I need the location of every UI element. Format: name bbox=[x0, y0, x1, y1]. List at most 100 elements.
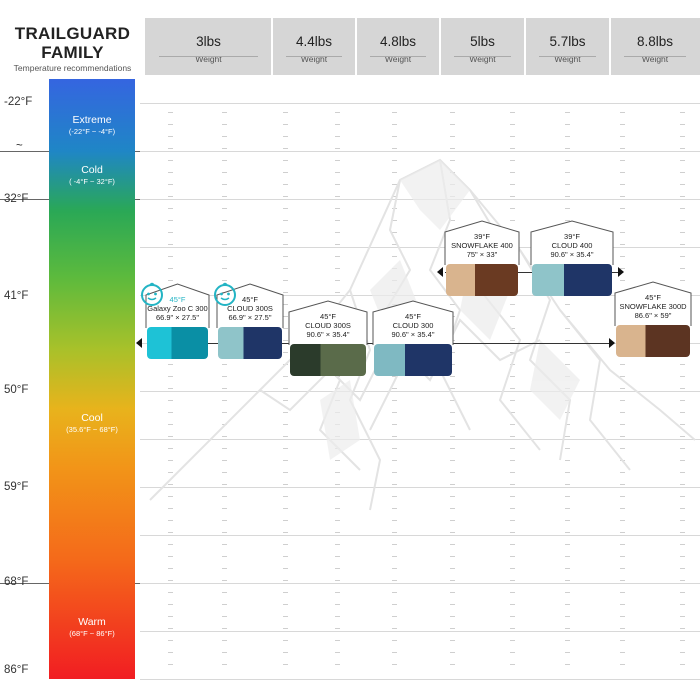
grid-dash bbox=[335, 520, 340, 521]
grid-dash bbox=[680, 112, 685, 113]
grid-dash bbox=[680, 124, 685, 125]
grid-dash bbox=[168, 268, 173, 269]
grid-dash bbox=[168, 616, 173, 617]
grid-dash bbox=[392, 244, 397, 245]
grid-dash bbox=[680, 244, 685, 245]
grid-dash bbox=[335, 616, 340, 617]
product-card[interactable]: 45°F Galaxy Zoo C 300 66.9" × 27.5" bbox=[141, 282, 210, 363]
grid-dash bbox=[392, 376, 397, 377]
product-card[interactable]: 45°F SNOWFLAKE 300D 86.6" × 59" bbox=[614, 281, 692, 361]
product-card[interactable]: 39°F CLOUD 400 90.6" × 35.4" bbox=[530, 220, 614, 300]
grid-dash bbox=[510, 160, 515, 161]
grid-dash bbox=[565, 472, 570, 473]
grid-dash bbox=[222, 244, 227, 245]
grid-dash bbox=[620, 244, 625, 245]
weight-value: 5.7lbs bbox=[549, 34, 586, 49]
product-tag-shape bbox=[216, 283, 284, 328]
grid-dash bbox=[222, 520, 227, 521]
brand-block: TRAILGUARD FAMILY Temperature recommenda… bbox=[0, 0, 145, 75]
grid-dash bbox=[510, 508, 515, 509]
weight-value: 4.4lbs bbox=[295, 34, 333, 49]
grid-dash bbox=[450, 112, 455, 113]
grid-dash bbox=[565, 664, 570, 665]
grid-dash bbox=[565, 220, 570, 221]
product-temp: 39°F bbox=[564, 232, 580, 241]
grid-dash bbox=[222, 124, 227, 125]
grid-dash bbox=[335, 532, 340, 533]
grid-dash bbox=[222, 664, 227, 665]
grid-dash bbox=[222, 220, 227, 221]
grid-dash bbox=[335, 280, 340, 281]
grid-dash bbox=[450, 448, 455, 449]
grid-dash bbox=[335, 568, 340, 569]
kids-face-icon bbox=[212, 282, 238, 306]
weight-label: Weight bbox=[469, 54, 496, 64]
grid-dash bbox=[283, 160, 288, 161]
grid-dash bbox=[222, 376, 227, 377]
grid-dash bbox=[680, 256, 685, 257]
weight-label: Weight bbox=[195, 54, 222, 64]
brand-title-line1: TRAILGUARD bbox=[14, 24, 131, 43]
grid-dash bbox=[168, 580, 173, 581]
grid-dash bbox=[222, 232, 227, 233]
grid-dash bbox=[222, 484, 227, 485]
grid-dash bbox=[680, 616, 685, 617]
grid-dash bbox=[283, 400, 288, 401]
grid-dash bbox=[680, 652, 685, 653]
grid-dash bbox=[620, 556, 625, 557]
grid-dash bbox=[620, 160, 625, 161]
grid-dash bbox=[620, 532, 625, 533]
grid-dash bbox=[168, 604, 173, 605]
temperature-gradient-bar bbox=[49, 79, 135, 679]
grid-dash bbox=[283, 340, 288, 341]
grid-dash bbox=[283, 328, 288, 329]
grid-dash bbox=[620, 580, 625, 581]
grid-dash bbox=[450, 580, 455, 581]
grid-dash bbox=[168, 112, 173, 113]
grid-dash bbox=[168, 484, 173, 485]
weight-separator bbox=[370, 56, 426, 57]
product-card[interactable]: 39°F SNOWFLAKE 400 75" × 33" bbox=[444, 220, 520, 300]
grid-dash bbox=[565, 568, 570, 569]
grid-dash bbox=[565, 328, 570, 329]
grid-dash bbox=[283, 184, 288, 185]
zone-cold: Cold ( -4°F ~ 32°F) bbox=[49, 164, 135, 186]
grid-dash bbox=[392, 184, 397, 185]
weight-column-header: 5lbs Weight bbox=[440, 18, 525, 75]
temp-label: 32°F bbox=[4, 193, 29, 205]
grid-dash bbox=[565, 136, 570, 137]
grid-dash bbox=[222, 448, 227, 449]
product-tag-shape bbox=[530, 220, 614, 265]
grid-dash bbox=[222, 160, 227, 161]
product-size: 90.6" × 35.4" bbox=[391, 330, 435, 339]
product-card[interactable]: 45°F CLOUD 300S 90.6" × 35.4" bbox=[288, 300, 368, 380]
grid-dash bbox=[510, 460, 515, 461]
grid-dash bbox=[222, 184, 227, 185]
grid-dash bbox=[680, 580, 685, 581]
product-size: 75" × 33" bbox=[466, 250, 498, 259]
grid-dash bbox=[565, 316, 570, 317]
product-card[interactable]: 45°F CLOUD 300 90.6" × 35.4" bbox=[372, 300, 454, 380]
grid-dash bbox=[392, 544, 397, 545]
product-tag-shape bbox=[444, 220, 520, 265]
product-card[interactable]: 45°F CLOUD 300S 66.9" × 27.5" bbox=[214, 282, 284, 363]
grid-dash bbox=[620, 448, 625, 449]
product-tag-shape bbox=[288, 300, 368, 345]
grid-dash bbox=[620, 472, 625, 473]
weight-separator bbox=[159, 56, 258, 57]
grid-dash bbox=[450, 568, 455, 569]
grid-dash bbox=[222, 532, 227, 533]
grid-dash bbox=[450, 484, 455, 485]
grid-dash bbox=[168, 496, 173, 497]
grid-dash bbox=[565, 532, 570, 533]
sleeping-bag-icon bbox=[616, 325, 690, 357]
grid-dash bbox=[392, 232, 397, 233]
grid-dash bbox=[392, 484, 397, 485]
grid-dash bbox=[168, 220, 173, 221]
weight-value: 5lbs bbox=[470, 34, 495, 49]
brand-title-line2: FAMILY bbox=[41, 43, 104, 62]
grid-dash bbox=[392, 436, 397, 437]
product-label: 45°F CLOUD 300 90.6" × 35.4" bbox=[372, 312, 454, 339]
grid-line bbox=[140, 535, 700, 536]
product-label: 45°F SNOWFLAKE 300D 86.6" × 59" bbox=[614, 293, 692, 320]
